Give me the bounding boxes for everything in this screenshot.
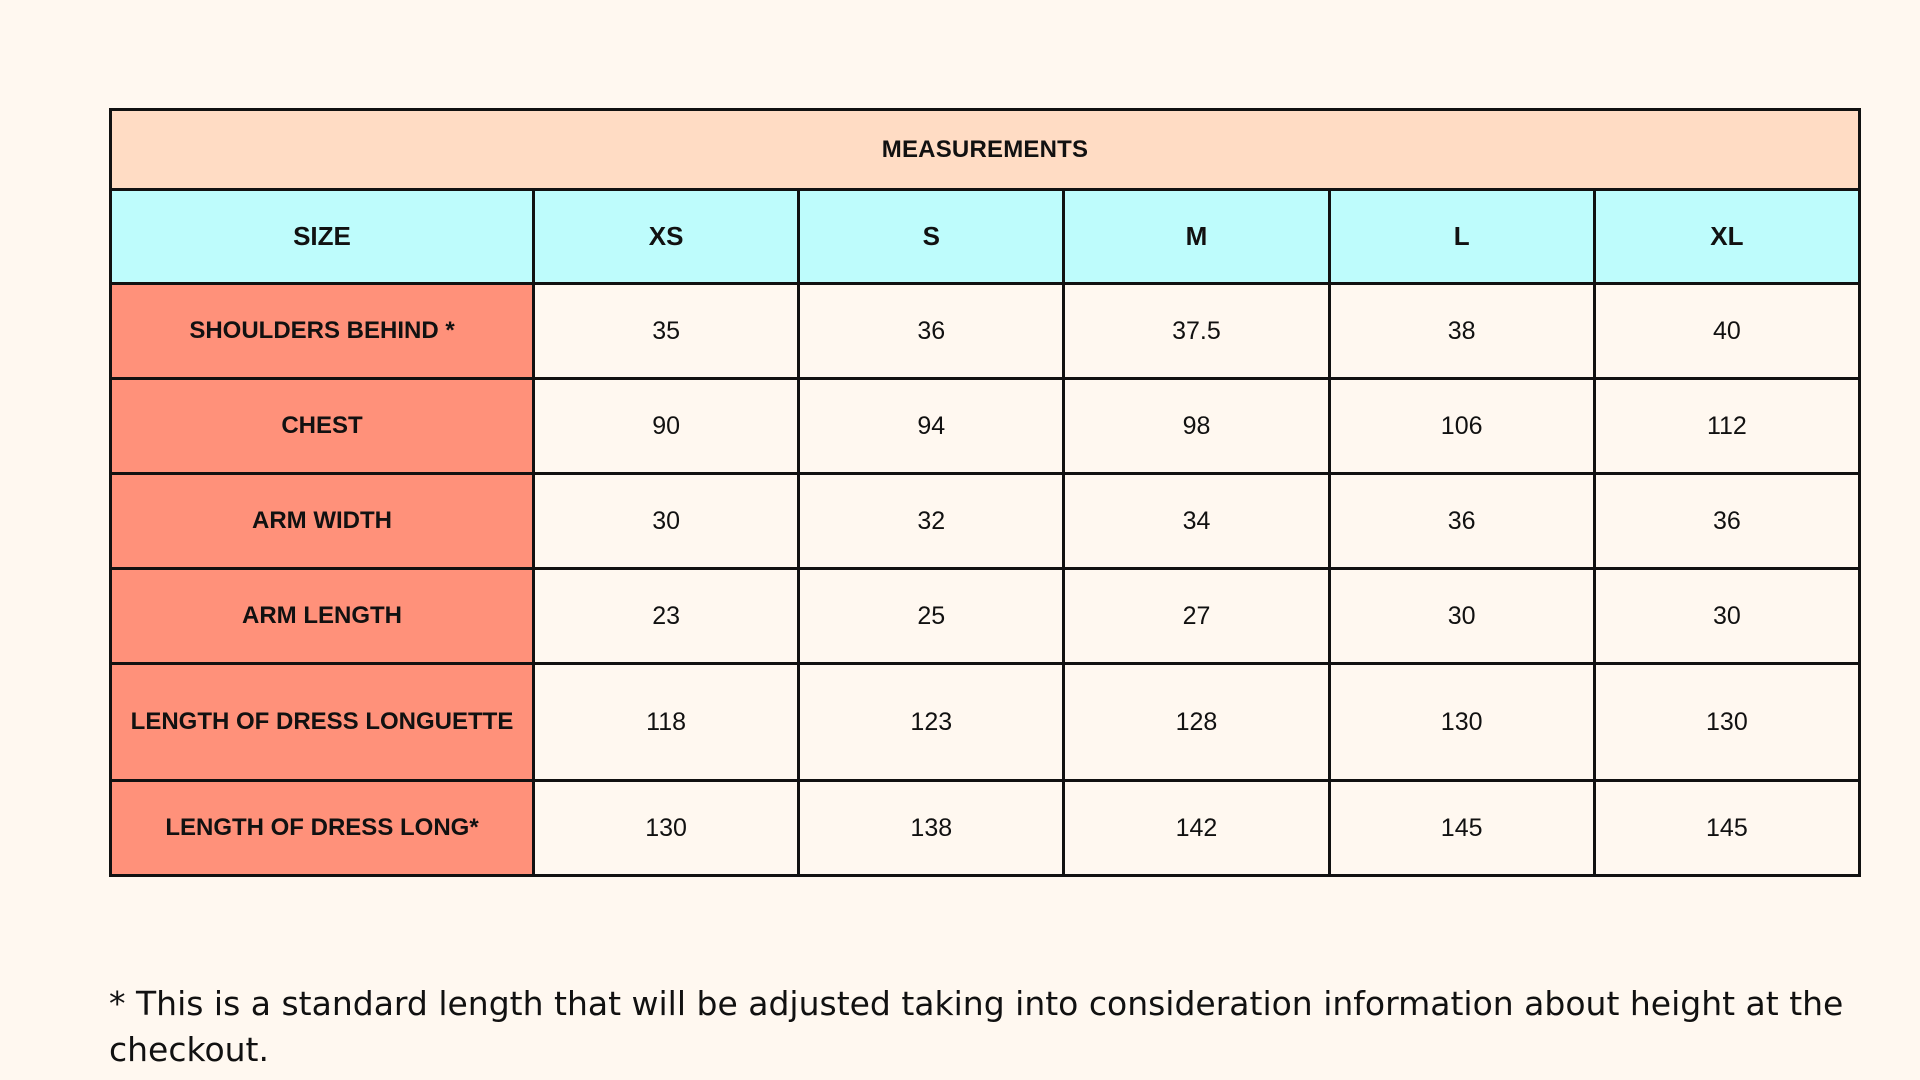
row-label: ARM LENGTH — [111, 569, 534, 664]
header-size-label: SIZE — [111, 190, 534, 284]
header-size-s: S — [799, 190, 1064, 284]
table-cell: 130 — [1594, 664, 1859, 781]
table-cell: 130 — [534, 781, 799, 876]
header-size-xs: XS — [534, 190, 799, 284]
row-label: LENGTH OF DRESS LONGUETTE — [111, 664, 534, 781]
size-chart-table: MEASUREMENTS SIZE XS S M L XL SHOULDERS … — [109, 108, 1861, 877]
title-row: MEASUREMENTS — [111, 110, 1860, 190]
row-label: CHEST — [111, 379, 534, 474]
table-cell: 94 — [799, 379, 1064, 474]
table-row: LENGTH OF DRESS LONGUETTE 118 123 128 13… — [111, 664, 1860, 781]
table-cell: 138 — [799, 781, 1064, 876]
table-cell: 37.5 — [1064, 284, 1329, 379]
table-row: ARM WIDTH 30 32 34 36 36 — [111, 474, 1860, 569]
header-size-xl: XL — [1594, 190, 1859, 284]
table-cell: 130 — [1329, 664, 1594, 781]
table-cell: 36 — [1329, 474, 1594, 569]
table-cell: 90 — [534, 379, 799, 474]
table-cell: 30 — [534, 474, 799, 569]
table-row: SHOULDERS BEHIND * 35 36 37.5 38 40 — [111, 284, 1860, 379]
header-size-l: L — [1329, 190, 1594, 284]
table-cell: 23 — [534, 569, 799, 664]
footnote: * This is a standard length that will be… — [109, 981, 1869, 1073]
table-cell: 30 — [1594, 569, 1859, 664]
table-cell: 40 — [1594, 284, 1859, 379]
table-row: ARM LENGTH 23 25 27 30 30 — [111, 569, 1860, 664]
table-row: CHEST 90 94 98 106 112 — [111, 379, 1860, 474]
table-cell: 36 — [1594, 474, 1859, 569]
table-cell: 145 — [1594, 781, 1859, 876]
table-cell: 145 — [1329, 781, 1594, 876]
row-label: SHOULDERS BEHIND * — [111, 284, 534, 379]
header-row: SIZE XS S M L XL — [111, 190, 1860, 284]
table-cell: 32 — [799, 474, 1064, 569]
table-cell: 25 — [799, 569, 1064, 664]
table-cell: 30 — [1329, 569, 1594, 664]
row-label: LENGTH OF DRESS LONG* — [111, 781, 534, 876]
table-cell: 118 — [534, 664, 799, 781]
table-cell: 142 — [1064, 781, 1329, 876]
table-cell: 128 — [1064, 664, 1329, 781]
table-title: MEASUREMENTS — [111, 110, 1860, 190]
table-cell: 123 — [799, 664, 1064, 781]
table-cell: 38 — [1329, 284, 1594, 379]
table-cell: 112 — [1594, 379, 1859, 474]
header-size-m: M — [1064, 190, 1329, 284]
table-row: LENGTH OF DRESS LONG* 130 138 142 145 14… — [111, 781, 1860, 876]
table-cell: 34 — [1064, 474, 1329, 569]
table-cell: 36 — [799, 284, 1064, 379]
table-cell: 106 — [1329, 379, 1594, 474]
table-cell: 27 — [1064, 569, 1329, 664]
table-cell: 35 — [534, 284, 799, 379]
table-cell: 98 — [1064, 379, 1329, 474]
row-label: ARM WIDTH — [111, 474, 534, 569]
